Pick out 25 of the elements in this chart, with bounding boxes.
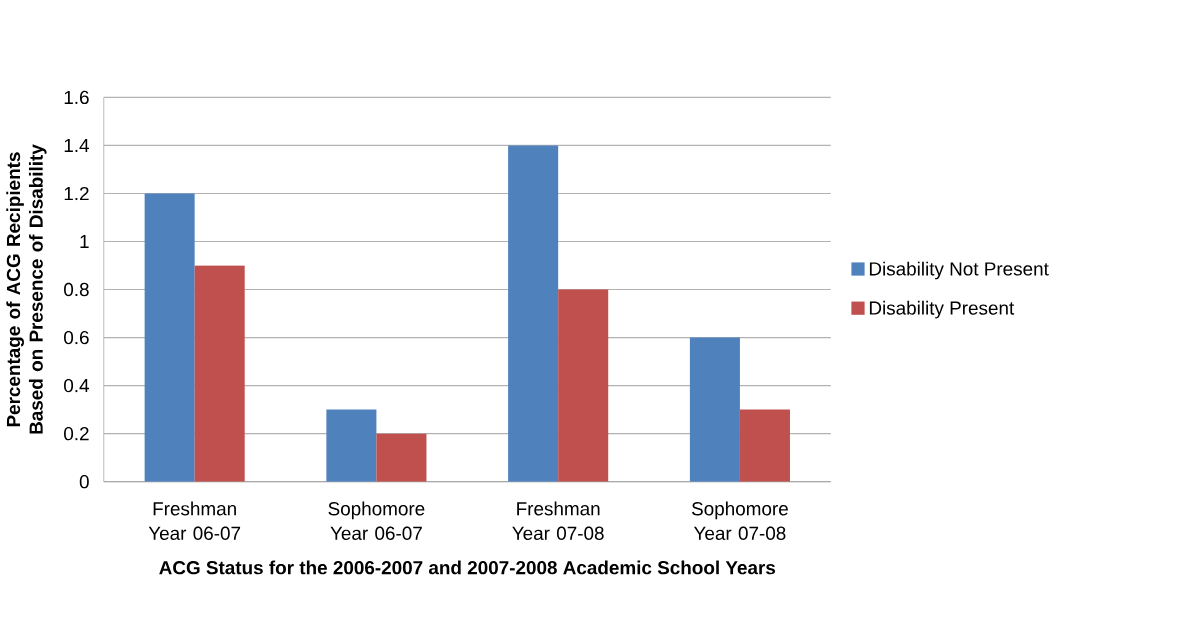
x-axis-title: ACG Status for the 2006-2007 and 2007-2008 Academic School Years [159,560,776,575]
y-tick-label: 1 [80,234,89,248]
y-tick-label: 0.4 [64,378,89,393]
y-tick-label: 0.2 [64,426,89,441]
y-tick-label: 0 [79,474,89,489]
x-tick-label: Freshman Year 07-08 [512,501,604,540]
y-tick-label: 0.6 [64,330,89,345]
y-axis-title: Percentage of ACG Recipients Based on Presence of Disability [6,144,47,434]
bar [326,409,377,482]
x-tick-label: Sophomore Year 07-08 [691,501,788,540]
legend-label: Disability Not Present [869,261,1049,280]
y-tick-label: 0.8 [64,282,89,297]
y-tick-label: 1.6 [64,90,89,104]
bar [376,433,427,482]
x-tick-label: Freshman Year 06-07 [148,501,241,540]
bar [689,337,740,482]
legend-label: Disability Present [869,300,1015,319]
bar [558,289,609,482]
bar [194,265,245,482]
y-tick-label: 1.2 [64,186,89,200]
x-tick-label: Sophomore Year 06-07 [328,501,425,540]
bar [739,409,790,482]
y-tick-label: 1.4 [64,138,89,152]
bar [508,145,559,482]
bar [144,193,195,482]
